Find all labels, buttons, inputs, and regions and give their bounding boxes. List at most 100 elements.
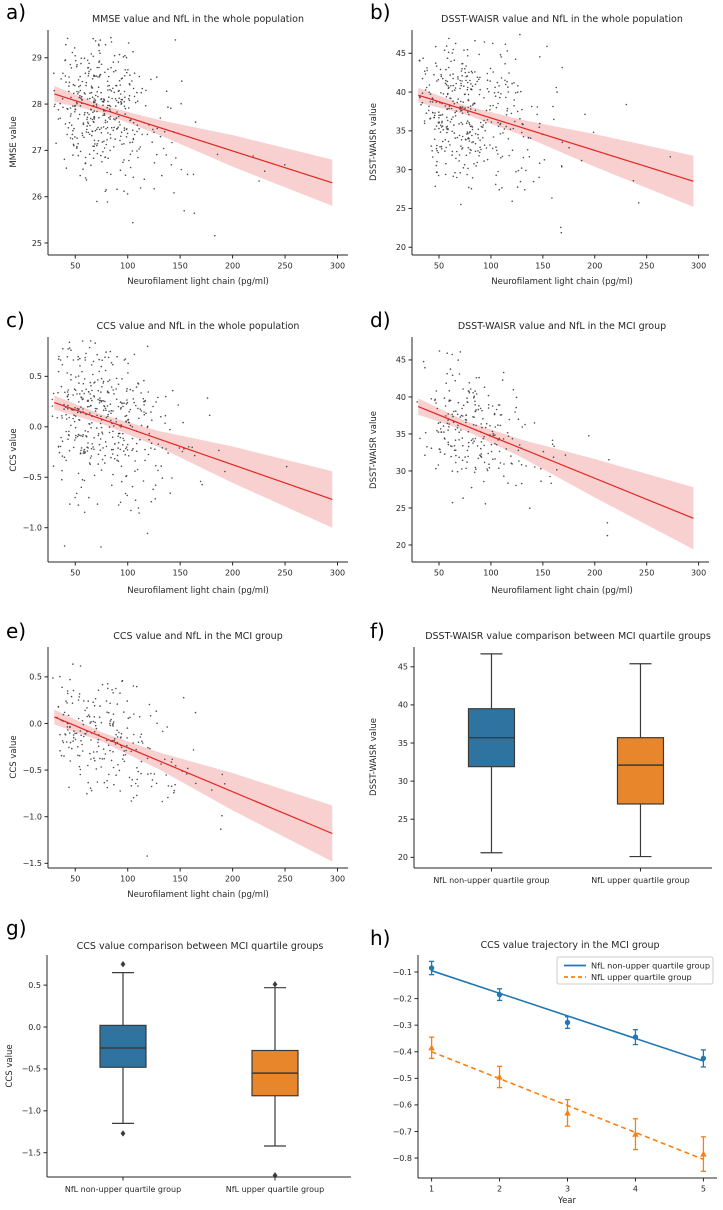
y-tick-label: −0.8 bbox=[393, 1154, 412, 1163]
triangle-marker bbox=[564, 1109, 571, 1116]
regression-line bbox=[54, 93, 333, 184]
panel-b: 50 100 150 200 250 300 20 25 30 35 40 45 b) DSST-WA… bbox=[362, 0, 723, 300]
outlier-diamond bbox=[272, 981, 278, 988]
panel-letter-b: b) bbox=[370, 0, 391, 24]
y-tick-label: −1.0 bbox=[23, 523, 42, 532]
scatter-points bbox=[418, 33, 672, 234]
circle-marker bbox=[564, 1019, 571, 1026]
panel-c: 50 100 150 200 250 300 −1.0 −0.5 0.0 0.5 c) CCS v… bbox=[0, 300, 362, 605]
x-tick-label: 150 bbox=[173, 875, 188, 884]
scatter-chart-ccs-nfl-whole: 50 100 150 200 250 300 −1.0 −0.5 0.0 0.5 bbox=[23, 337, 348, 578]
y-tick-label: 25 bbox=[32, 239, 42, 248]
y-axis-label: DSST-WAISR value bbox=[369, 411, 379, 489]
x-tick-label: 50 bbox=[434, 569, 444, 578]
regression-line bbox=[418, 406, 694, 519]
panel-letter-h: h) bbox=[370, 926, 391, 950]
outlier-diamond bbox=[120, 961, 126, 968]
x-tick-label: 5 bbox=[701, 1185, 706, 1194]
confidence-band bbox=[418, 87, 694, 207]
y-tick-label: 0.0 bbox=[28, 1023, 41, 1032]
y-axis-label: DSST-WAISR value bbox=[369, 718, 379, 796]
x-tick-label: 100 bbox=[483, 569, 498, 578]
chart-title: MMSE value and NfL in the whole populati… bbox=[91, 14, 305, 25]
y-tick-label: −0.7 bbox=[393, 1127, 412, 1136]
panel-letter-d: d) bbox=[370, 308, 391, 332]
triangle-marker bbox=[700, 1150, 707, 1157]
y-tick-label: −0.6 bbox=[393, 1101, 412, 1110]
y-tick-label: −0.4 bbox=[393, 1048, 412, 1057]
y-tick-label: −1.0 bbox=[23, 813, 42, 822]
line-chart-ccs-trajectory: NfL non-upper quartile group NfL upper qu… bbox=[393, 955, 717, 1194]
scatter-points bbox=[51, 340, 288, 548]
x-tick-label: 150 bbox=[535, 569, 550, 578]
y-tick-label: −0.2 bbox=[393, 994, 412, 1003]
chart-title: DSST-WAISR value and NfL in the MCI grou… bbox=[457, 321, 667, 332]
box-upper-quartile bbox=[616, 663, 665, 858]
category-label: NfL non-upper quartile group bbox=[65, 1185, 181, 1194]
y-tick-label: 0.5 bbox=[28, 981, 41, 990]
y-tick-label: 35 bbox=[396, 127, 406, 136]
y-tick-label: 0.0 bbox=[29, 719, 42, 728]
x-axis-label: Neurofilament light chain (pg/ml) bbox=[491, 586, 633, 596]
x-tick-label: 3 bbox=[565, 1185, 570, 1194]
y-axis-label: CCS value bbox=[9, 428, 19, 472]
y-tick-label: 40 bbox=[396, 88, 406, 97]
x-tick-label: 200 bbox=[225, 875, 240, 884]
box-non-upper-quartile bbox=[467, 653, 516, 854]
y-tick-label: −1.5 bbox=[23, 859, 42, 868]
triangle-marker bbox=[496, 1073, 503, 1080]
y-tick-label: 45 bbox=[396, 49, 406, 58]
x-axis-label: Year bbox=[558, 1196, 576, 1206]
y-tick-label: −1.5 bbox=[22, 1149, 41, 1158]
series-non-upper-quartile bbox=[428, 960, 707, 1068]
axes: 50 100 150 200 250 300 20 25 30 35 40 45 bbox=[396, 30, 709, 271]
chart-title: DSST-WAISR value comparison between MCI … bbox=[425, 631, 711, 642]
y-tick-label: 0.5 bbox=[29, 673, 42, 682]
triangle-marker bbox=[428, 1044, 435, 1051]
y-tick-label: −0.5 bbox=[393, 1074, 412, 1083]
regression-line bbox=[54, 716, 333, 835]
axes: 1 2 3 4 5 −0.1 −0.2 −0.3 −0.4 −0.5 −0.6 −0.7 −0.8 bbox=[393, 955, 717, 1194]
x-tick-label: 50 bbox=[70, 569, 80, 578]
x-tick-label: 250 bbox=[277, 262, 292, 271]
x-tick-label: 250 bbox=[277, 875, 292, 884]
y-tick-label: 25 bbox=[398, 815, 408, 824]
panel-a: 50 100 150 200 250 300 25 26 27 28 29 a) MMSE valu… bbox=[0, 0, 362, 300]
y-tick-label: 0.5 bbox=[29, 372, 42, 381]
y-tick-label: 30 bbox=[398, 777, 408, 786]
x-tick-label: 150 bbox=[173, 262, 188, 271]
y-tick-label: 29 bbox=[32, 54, 42, 63]
panel-letter-a: a) bbox=[6, 0, 27, 24]
y-tick-label: 30 bbox=[396, 165, 406, 174]
x-tick-label: 150 bbox=[173, 569, 188, 578]
outlier-diamond bbox=[272, 1172, 278, 1179]
axes: 0.5 0.0 −0.5 −1.0 −1.5 bbox=[22, 955, 351, 1178]
category-label: NfL non-upper quartile group bbox=[433, 876, 549, 885]
x-tick-label: 100 bbox=[483, 262, 498, 271]
category-label: NfL upper quartile group bbox=[591, 876, 689, 885]
x-tick-label: 300 bbox=[330, 262, 345, 271]
regression-line bbox=[54, 402, 333, 501]
x-tick-label: 100 bbox=[120, 569, 135, 578]
x-tick-label: 300 bbox=[691, 262, 706, 271]
circle-marker bbox=[496, 991, 503, 998]
scatter-chart-ccs-nfl-mci: 50 100 150 200 250 300 −1.5 −1.0 −0.5 0.0 0.5 bbox=[23, 647, 348, 884]
panel-letter-e: e) bbox=[6, 619, 27, 643]
x-tick-label: 250 bbox=[639, 262, 654, 271]
x-tick-label: 200 bbox=[587, 262, 602, 271]
axes: 50 100 150 200 250 300 25 26 27 28 29 bbox=[32, 30, 348, 271]
confidence-band bbox=[54, 395, 333, 528]
y-tick-label: 25 bbox=[396, 204, 406, 213]
x-axis-label: Neurofilament light chain (pg/ml) bbox=[127, 586, 269, 596]
y-tick-label: −1.0 bbox=[22, 1107, 41, 1116]
x-tick-label: 300 bbox=[330, 569, 345, 578]
axes: 50 100 150 200 250 300 −1.5 −1.0 −0.5 0.0 0.5 bbox=[23, 647, 348, 884]
scatter-chart-dsst-nfl-whole: 50 100 150 200 250 300 20 25 30 35 40 45 bbox=[396, 30, 709, 271]
y-axis-label: CCS value bbox=[5, 1044, 15, 1088]
category-label: NfL upper quartile group bbox=[226, 1185, 324, 1194]
y-tick-label: 35 bbox=[396, 430, 406, 439]
boxplot-chart-ccs-quartile: NfL non-upper quartile group NfL upper qu… bbox=[22, 955, 351, 1194]
y-tick-label: −0.3 bbox=[393, 1021, 412, 1030]
y-tick-label: 30 bbox=[396, 467, 406, 476]
